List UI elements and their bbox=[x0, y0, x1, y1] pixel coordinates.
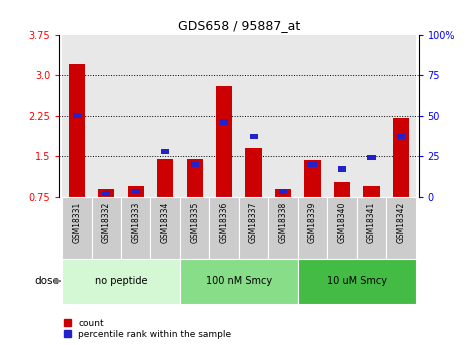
Bar bbox=[397, 134, 405, 139]
FancyBboxPatch shape bbox=[92, 197, 121, 259]
Legend: count, percentile rank within the sample: count, percentile rank within the sample bbox=[64, 319, 231, 339]
Title: GDS658 / 95887_at: GDS658 / 95887_at bbox=[178, 19, 300, 32]
Bar bbox=[250, 134, 258, 139]
FancyBboxPatch shape bbox=[298, 197, 327, 259]
Text: no peptide: no peptide bbox=[95, 276, 147, 286]
FancyBboxPatch shape bbox=[62, 197, 92, 259]
Text: GSM18331: GSM18331 bbox=[72, 201, 81, 243]
Bar bbox=[245, 148, 262, 197]
Bar bbox=[275, 188, 291, 197]
Bar bbox=[279, 189, 287, 194]
Text: 100 nM Smcy: 100 nM Smcy bbox=[206, 276, 272, 286]
FancyBboxPatch shape bbox=[268, 197, 298, 259]
Text: GSM18332: GSM18332 bbox=[102, 201, 111, 243]
Bar bbox=[121, 34, 150, 197]
Text: GSM18341: GSM18341 bbox=[367, 201, 376, 243]
FancyBboxPatch shape bbox=[386, 197, 416, 259]
Text: GSM18339: GSM18339 bbox=[308, 201, 317, 243]
Bar bbox=[161, 149, 169, 154]
Text: GSM18340: GSM18340 bbox=[338, 201, 347, 243]
Text: GSM18335: GSM18335 bbox=[190, 201, 199, 243]
Bar bbox=[327, 34, 357, 197]
Bar bbox=[150, 34, 180, 197]
Bar bbox=[334, 182, 350, 197]
Bar bbox=[186, 159, 203, 197]
FancyBboxPatch shape bbox=[180, 197, 210, 259]
FancyBboxPatch shape bbox=[298, 259, 416, 304]
Bar bbox=[308, 161, 316, 167]
Bar bbox=[216, 86, 232, 197]
FancyBboxPatch shape bbox=[357, 197, 386, 259]
Bar bbox=[305, 160, 321, 197]
Bar bbox=[386, 34, 416, 197]
Bar bbox=[368, 155, 376, 160]
Text: 10 uM Smcy: 10 uM Smcy bbox=[327, 276, 387, 286]
Bar bbox=[191, 161, 199, 167]
Bar bbox=[363, 186, 379, 197]
Bar bbox=[157, 159, 173, 197]
Text: GSM18338: GSM18338 bbox=[279, 201, 288, 243]
Bar bbox=[131, 189, 140, 194]
Bar bbox=[73, 113, 81, 118]
Bar bbox=[62, 34, 92, 197]
Text: GSM18333: GSM18333 bbox=[131, 201, 140, 243]
Bar bbox=[239, 34, 268, 197]
Bar bbox=[268, 34, 298, 197]
FancyBboxPatch shape bbox=[121, 197, 150, 259]
FancyBboxPatch shape bbox=[210, 197, 239, 259]
FancyBboxPatch shape bbox=[62, 259, 180, 304]
FancyBboxPatch shape bbox=[150, 197, 180, 259]
Bar bbox=[298, 34, 327, 197]
Text: GSM18336: GSM18336 bbox=[219, 201, 228, 243]
Bar bbox=[180, 34, 210, 197]
Text: GSM18337: GSM18337 bbox=[249, 201, 258, 243]
Text: GSM18342: GSM18342 bbox=[396, 201, 405, 243]
Bar bbox=[393, 118, 409, 197]
Bar bbox=[210, 34, 239, 197]
FancyBboxPatch shape bbox=[180, 259, 298, 304]
Bar bbox=[69, 64, 85, 197]
Bar bbox=[128, 186, 144, 197]
Text: GSM18334: GSM18334 bbox=[161, 201, 170, 243]
FancyBboxPatch shape bbox=[327, 197, 357, 259]
Text: dose: dose bbox=[35, 276, 60, 286]
Bar bbox=[357, 34, 386, 197]
Bar bbox=[98, 188, 114, 197]
Bar bbox=[220, 119, 228, 125]
Bar bbox=[92, 34, 121, 197]
FancyBboxPatch shape bbox=[239, 197, 268, 259]
Bar bbox=[102, 191, 110, 196]
Bar bbox=[338, 167, 346, 172]
